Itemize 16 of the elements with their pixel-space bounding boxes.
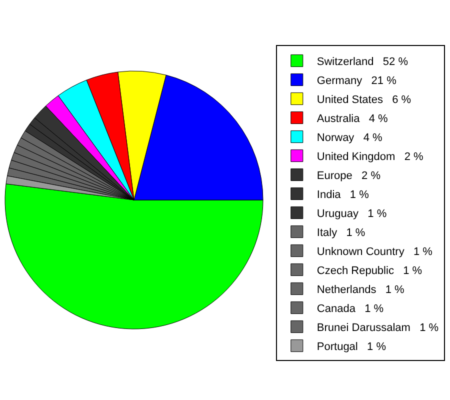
- legend-label: Switzerland 52 %: [316, 56, 408, 68]
- legend-label: Portugal 1 %: [316, 340, 386, 353]
- legend-label: Unknown Country 1 %: [316, 246, 433, 258]
- legend-label: Canada 1 %: [316, 302, 384, 315]
- legend-label: Uruguay 1 %: [316, 208, 387, 220]
- legend-label: Europe 2 %: [316, 170, 381, 182]
- legend-label: Germany 21 %: [316, 74, 397, 87]
- legend-label: Netherlands 1 %: [316, 284, 405, 296]
- legend-label: United Kingdom 2 %: [316, 150, 424, 163]
- legend-label: India 1 %: [316, 188, 370, 201]
- legend-label: Italy 1 %: [316, 226, 366, 239]
- legend-label: Brunei Darussalam 1 %: [316, 322, 439, 334]
- legend-label: Australia 4 %: [316, 112, 388, 125]
- legend-label: Norway 4 %: [316, 132, 383, 144]
- legend-label: United States 6 %: [316, 94, 412, 106]
- legend-label: Czech Republic 1 %: [316, 264, 422, 277]
